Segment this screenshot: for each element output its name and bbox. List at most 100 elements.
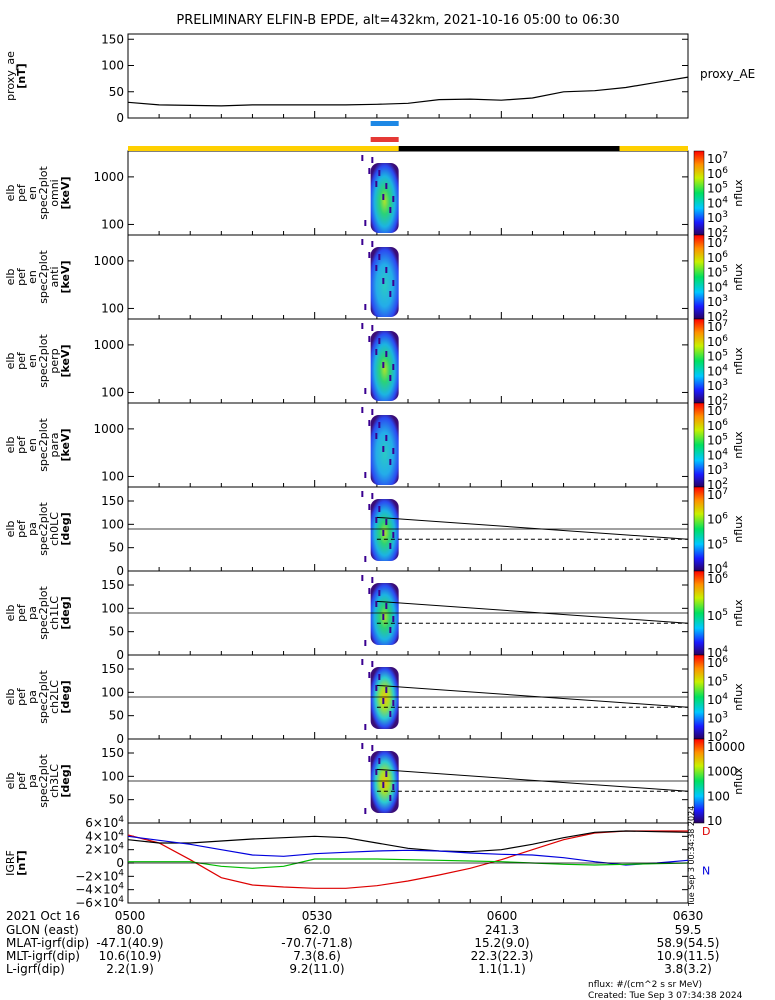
colorbar-para [693,402,705,488]
ytick-label-anti-1: 1000 [93,254,124,268]
ylabel-igrf-1: [nT] [15,850,28,875]
speckle-ch1LC-4 [389,627,392,633]
speckle-anti-7 [378,254,381,260]
speckle-perp-2 [375,349,378,355]
colorbar-tick-para-3: 104 [707,447,728,462]
colorbar-tick-perp-5: 102 [707,393,728,408]
colorbar-anti [693,234,705,320]
ylabel-ch1LC-5: [deg] [59,596,72,629]
ytick-label-ch2LC-0: 0 [116,732,124,746]
ylabel-perp-1: pef [15,351,28,370]
ylabel-ch2LC-4: ch2LC [48,680,61,714]
mlt-val-2: 22.3(22.3) [471,949,534,963]
ylabel-para-4: para [48,433,61,458]
ytick-label-igrf-3: 0 [116,856,124,870]
spectrogram-ch0LC [370,499,399,561]
ylabel-ch0LC-4: ch0LC [48,512,61,546]
speckle-ch1LC-5 [364,640,367,646]
panel-layer: proxy_ae[nT]050100150proxy_AEelbpefenspe… [4,32,755,910]
speckle-anti-0 [361,239,364,245]
side-timestamp: Tue Sep 3 00:34:38 2024 [687,806,696,907]
panel-igrf: IGRF[nT] 6×1044×1042×1040−2×104−4×104−6×1… [4,815,710,910]
ylabel-para-2: en [26,438,39,452]
spectrogram-ch2LC [370,667,399,729]
ylabel-ch0LC-5: [deg] [59,512,72,545]
spectrogram-omni [370,163,399,233]
speckle-omni-5 [364,220,367,226]
ylabel-anti-0: elb [4,269,17,286]
spectrogram-ch3LC [370,751,399,813]
colorbar-ch1LC [693,570,705,656]
colorbar-tick-anti-3: 104 [707,279,728,294]
colorbar-ch3LC [693,738,705,824]
speckle-omni-7 [378,170,381,176]
legend-proxy_ae: proxy_AE [700,67,755,81]
speckle-ch2LC-0 [361,659,364,665]
glon-val-1: 62.0 [304,923,331,937]
speckle-ch0LC-6 [371,493,374,499]
speckle-ch2LC-9 [392,700,395,706]
speckle-para-4 [389,459,392,465]
ylabel-ch1LC-4: ch1LC [48,596,61,630]
glon-label: GLON (east) [6,923,79,937]
colorbar-tick-ch3LC-0: 10000 [707,740,745,754]
speckle-ch2LC-4 [389,711,392,717]
science-bar-red [370,137,399,142]
speckle-omni-9 [392,196,395,202]
ylabel-para-1: pef [15,435,28,454]
colorbar-omni [693,150,705,236]
speckle-omni-1 [368,168,371,174]
colorbar-tick-para-5: 102 [707,477,728,492]
time-tick-0500: 0500 [115,909,146,923]
mlt-val-1: 7.3(8.6) [293,949,341,963]
speckle-ch3LC-5 [364,808,367,814]
lc-solid-ch1LC [376,600,689,624]
ytick-label-ch0LC-0: 0 [116,564,124,578]
spectrogram-para [370,415,399,485]
ylabel-anti-5: [keV] [59,260,72,293]
colorbar-label-ch2LC: nflux [732,683,745,711]
ytick-label-ch1LC-2: 100 [101,601,124,615]
date-label: 2021 Oct 16 [6,909,80,923]
ytick-label-igrf-1: 4×104 [85,828,124,843]
ylabel-ch0LC-0: elb [4,521,17,538]
speckle-anti-9 [392,280,395,286]
ylabel-anti-4: anti [48,266,61,287]
glon-val-2: 241.3 [485,923,519,937]
ylabel-ch2LC-2: pa [26,690,39,704]
spectrogram-ch1LC [370,583,399,645]
colorbar-tick-omni-2: 105 [707,181,728,196]
ytick-label-proxy_ae-2: 100 [101,59,124,73]
mlt-val-3: 10.9(11.5) [657,949,720,963]
speckle-ch1LC-9 [392,616,395,622]
speckle-ch0LC-0 [361,491,364,497]
annotation-layer [128,121,688,151]
colorbar-tick-omni-1: 106 [707,166,728,181]
speckle-ch2LC-7 [378,674,381,680]
ytick-label-para-1: 1000 [93,422,124,436]
time-tick-0630: 0630 [673,909,704,923]
mlat-val-3: 58.9(54.5) [657,936,720,950]
speckle-ch3LC-1 [368,756,371,762]
ytick-label-ch3LC-0: 50 [109,793,124,807]
ylabel-perp-2: en [26,354,39,368]
colorbar-tick-ch0LC-2: 105 [707,536,728,551]
colorbar-ch0LC [693,486,705,572]
mlt-val-0: 10.6(10.9) [99,949,162,963]
ytick-label-igrf-4: −2×104 [75,868,124,883]
colorbar-label-anti: nflux [732,263,745,291]
ytick-label-igrf-2: 2×104 [85,842,124,857]
ylabel-ch3LC-5: [deg] [59,764,72,797]
speckle-omni-0 [361,155,364,161]
panel-proxy_ae: proxy_ae[nT] 0 50 100 150 proxy_AE [4,32,755,125]
ytick-label-ch2LC-1: 50 [109,709,124,723]
speckle-para-2 [375,433,378,439]
speckle-para-3 [382,446,385,452]
l-val-1: 9.2(11.0) [289,962,344,976]
speckle-ch1LC-8 [385,603,388,609]
lc-solid-ch3LC [376,768,689,792]
ytick-label-ch1LC-3: 150 [101,578,124,592]
ytick-label-igrf-0: 6×104 [85,815,124,830]
speckle-perp-9 [392,364,395,370]
